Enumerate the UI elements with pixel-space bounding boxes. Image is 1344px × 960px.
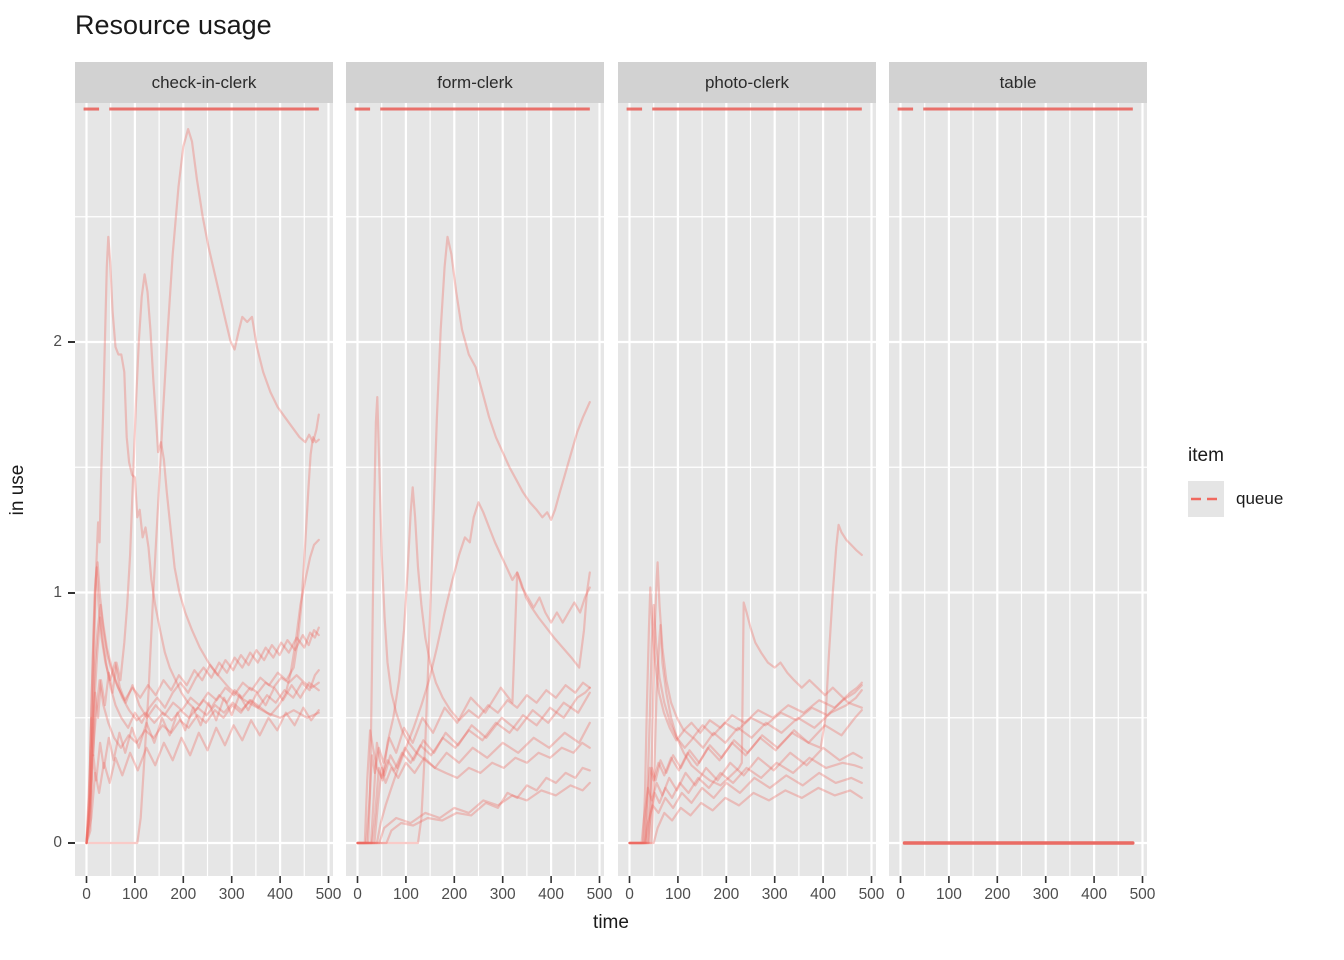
usage-line [628,601,863,845]
x-tick-label: 100 [935,886,962,903]
x-tick-label: 200 [441,886,468,903]
x-tick-label: 0 [625,886,634,903]
legend-title: item [1188,445,1224,466]
panel-check-in-clerk [75,103,333,883]
y-tick-mark [68,842,75,844]
legend-item-label: queue [1236,489,1284,508]
usage-line [85,273,320,845]
x-tick-label: 200 [984,886,1011,903]
x-tick-label: 100 [664,886,691,903]
usage-line [356,691,591,845]
x-tick-label: 100 [121,886,148,903]
x-tick-label: 400 [538,886,565,903]
usage-line [356,686,591,845]
facet-strip-check-in-clerk: check-in-clerk [75,62,333,103]
x-tick-label: 300 [218,886,245,903]
usage-line [356,486,591,845]
x-tick-label: 500 [315,886,342,903]
legend-item-queue: queue [1188,481,1283,517]
y-axis-title: in use [7,464,28,516]
x-tick-label: 0 [82,886,91,903]
usage-line [628,756,863,845]
usage-line [85,235,320,845]
usage-line [356,721,591,845]
y-tick-label: 2 [53,333,62,350]
usage-line [356,501,591,845]
usage-line [85,603,320,845]
usage-line [85,616,320,845]
usage-line [628,746,863,845]
x-tick-label: 100 [392,886,419,903]
usage-line [628,586,863,845]
usage-line [628,561,863,845]
usage-line [628,771,863,845]
x-tick-label: 200 [170,886,197,903]
usage-line [85,128,320,845]
y-tick-mark [68,591,75,594]
x-tick-label: 300 [489,886,516,903]
usage-line [85,538,320,845]
usage-line [85,669,320,845]
facet-strip-table: table [889,62,1147,103]
x-tick-label: 0 [896,886,905,903]
x-tick-label: 0 [353,886,362,903]
x-tick-label: 300 [1032,886,1059,903]
usage-line [356,396,591,845]
usage-line [356,571,591,845]
dashed-line-icon [1191,497,1221,501]
panel-form-clerk [346,103,604,883]
usage-line [356,766,591,845]
usage-line [628,786,863,845]
usage-line [628,523,863,845]
x-tick-label: 400 [1081,886,1108,903]
usage-line [356,781,591,845]
x-axis-title: time [593,912,629,933]
legend: item queue [1188,445,1283,517]
x-tick-label: 500 [586,886,613,903]
x-tick-label: 500 [858,886,885,903]
panel-photo-clerk [618,103,876,883]
legend-key-box [1188,481,1224,517]
panel-table [889,103,1147,883]
usage-line [85,436,320,845]
y-tick-label: 1 [53,583,62,601]
x-tick-label: 400 [267,886,294,903]
plot-title: Resource usage [75,10,272,40]
usage-line [628,603,863,845]
x-tick-label: 200 [713,886,740,903]
y-tick-mark [68,341,75,343]
facet-strip-form-clerk: form-clerk [346,62,604,103]
usage-line [356,235,591,845]
x-tick-label: 500 [1129,886,1156,903]
usage-line [85,681,320,845]
facet-strip-photo-clerk: photo-clerk [618,62,876,103]
x-tick-label: 300 [761,886,788,903]
usage-line [628,709,863,845]
usage-line [85,706,320,845]
x-tick-label: 400 [810,886,837,903]
y-tick-label: 0 [53,834,62,851]
